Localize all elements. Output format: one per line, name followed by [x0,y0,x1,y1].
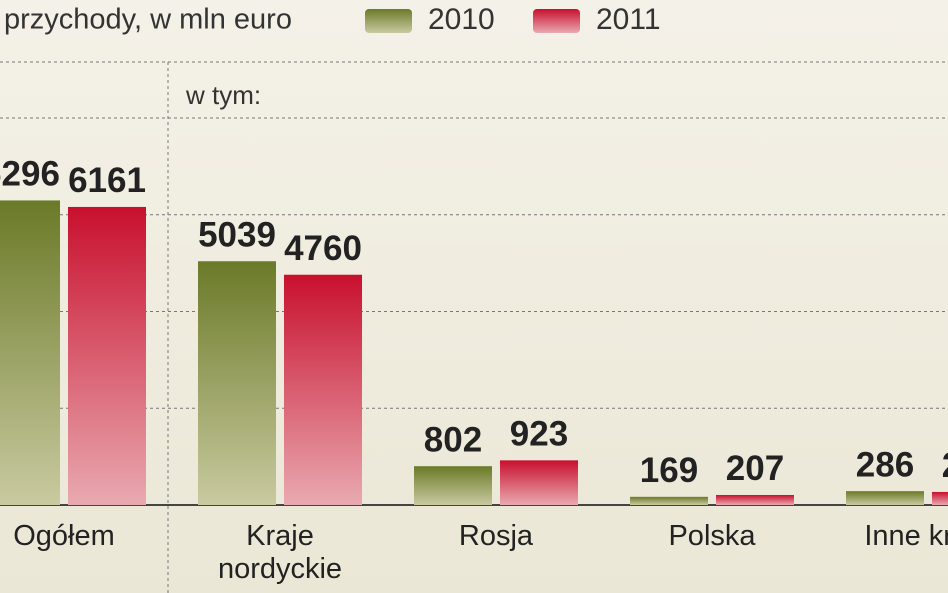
value-label: 207 [726,449,784,488]
bar [0,200,60,505]
bar [630,496,708,505]
bar [414,466,492,505]
value-label: 270 [942,446,948,485]
legend-label: 2011 [596,3,661,36]
value-label: 169 [640,451,698,490]
x-tick-label: Kraje nordyckie [217,520,343,585]
chart-title: przychody, w mln euro [4,4,292,36]
value-label: 6296 [0,155,60,194]
x-tick-label: Polska [668,520,756,552]
bar [68,206,146,506]
bar [500,460,578,505]
value-label: 6161 [68,161,146,200]
bar [932,491,948,505]
value-label: 802 [424,420,482,459]
bar [284,274,362,505]
x-tick-label: Rosja [458,520,534,552]
bar [198,261,276,505]
value-label: 4760 [284,229,362,268]
x-tick-label: Ogółem [13,520,115,552]
x-tick-label: Inne kraje [864,520,948,552]
value-label: 5039 [198,215,276,254]
legend-swatch [533,9,580,33]
legend-swatch [365,9,412,33]
subtitle: w tym: [185,80,261,110]
bar [846,491,924,505]
value-label: 923 [510,415,568,454]
value-label: 286 [856,445,914,484]
legend-label: 2010 [428,3,495,36]
bar [716,494,794,505]
